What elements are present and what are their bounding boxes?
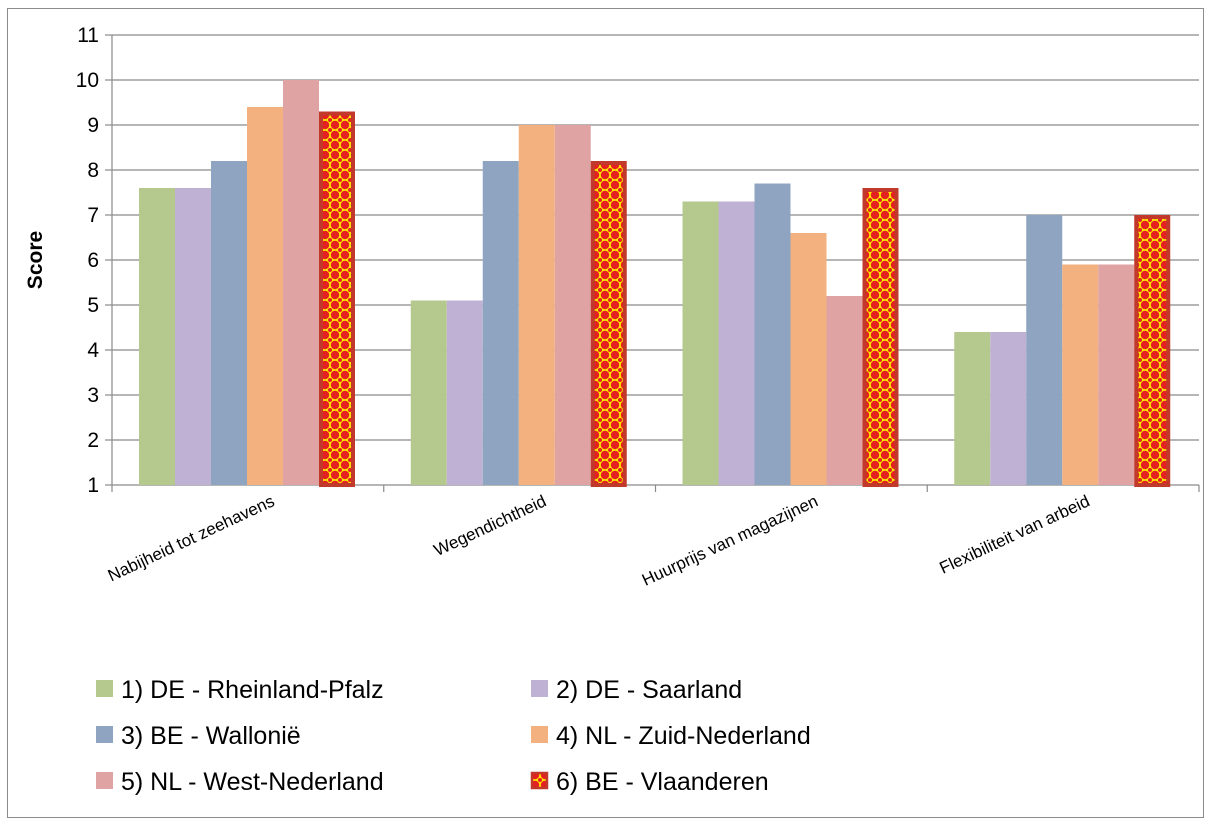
bar	[826, 296, 863, 485]
legend-swatch	[96, 680, 113, 697]
bar	[518, 125, 555, 485]
bar	[1062, 264, 1099, 485]
bar	[718, 201, 755, 485]
bar	[319, 111, 355, 487]
y-tick-label: 3	[87, 384, 99, 407]
legend-swatch	[531, 680, 548, 697]
y-tick-label: 2	[87, 429, 99, 452]
legend: 1) DE - Rheinland-Pfalz 2) DE - Saarland 3…	[96, 676, 811, 796]
bar	[754, 183, 791, 485]
y-tick-label: 5	[87, 294, 99, 317]
bar	[410, 300, 447, 485]
y-tick-label: 1	[87, 474, 99, 497]
bar	[139, 188, 175, 485]
legend-swatch	[530, 771, 549, 790]
legend-label: 4) NL - Zuid-Nederland	[556, 722, 811, 750]
bar	[247, 107, 283, 485]
legend-label: 6) BE - Vlaanderen	[556, 768, 769, 796]
x-tick-label: Nabijheid tot zeehavens	[105, 491, 277, 585]
y-axis-label: Score	[24, 231, 47, 289]
y-tick-label: 10	[76, 69, 99, 92]
bar	[554, 125, 591, 485]
y-tick-label: 7	[87, 204, 99, 227]
x-tick-label: Flexibiliteit van arbeid	[937, 491, 1093, 577]
bar	[1098, 264, 1135, 485]
bar	[446, 300, 483, 485]
legend-label: 5) NL - West-Nederland	[121, 768, 384, 796]
bar	[954, 332, 991, 485]
legend-label: 2) DE - Saarland	[556, 676, 742, 704]
bar	[790, 233, 827, 485]
bar	[990, 332, 1027, 485]
y-tick-label: 11	[77, 24, 99, 47]
legend-swatch	[96, 772, 113, 789]
legend-swatch	[96, 726, 113, 743]
y-tick-label: 6	[87, 249, 99, 272]
bars	[139, 80, 1171, 487]
bar	[1026, 215, 1063, 485]
bar	[283, 80, 319, 485]
bar	[175, 188, 211, 485]
legend-swatch	[531, 726, 548, 743]
y-tick-label: 8	[87, 159, 99, 182]
legend-label: 3) BE - Wallonië	[121, 722, 301, 750]
bar	[590, 161, 627, 487]
y-tick-label: 9	[87, 114, 99, 137]
x-tick-label: Wegendichtheid	[431, 491, 549, 560]
x-tick-label: Huurprijs van magazijnen	[639, 491, 821, 589]
bar	[862, 188, 899, 487]
bar	[1134, 215, 1171, 487]
y-tick-label: 4	[87, 339, 99, 362]
bar	[482, 161, 519, 485]
bar	[682, 201, 719, 485]
legend-label: 1) DE - Rheinland-Pfalz	[121, 676, 384, 704]
bar	[211, 161, 247, 485]
